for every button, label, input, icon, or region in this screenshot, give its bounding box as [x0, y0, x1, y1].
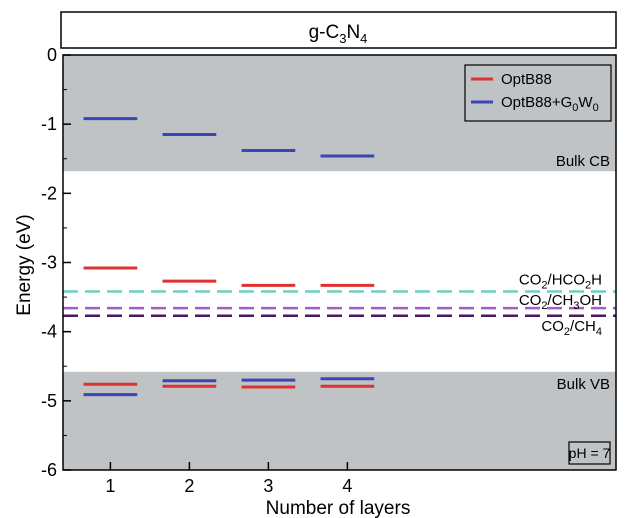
- title-box: g-C3N4: [60, 11, 617, 49]
- x-axis-label: Number of layers: [266, 498, 411, 518]
- y-tick-label: -2: [41, 183, 57, 203]
- chart-title: g-C3N4: [309, 22, 368, 46]
- legend-box: [464, 64, 612, 122]
- band-label: Bulk VB: [557, 376, 610, 393]
- band-bulk-vb: [63, 371, 616, 470]
- y-tick-label: -1: [41, 114, 57, 134]
- legend: OptB88 OptB88+G0W0: [464, 64, 612, 122]
- y-axis-label: Energy (eV): [14, 214, 35, 315]
- legend-label: OptB88: [501, 71, 552, 88]
- reference-label: CO2/CH4: [541, 318, 602, 338]
- reference-label: CO2/CH3OH: [519, 292, 602, 312]
- legend-label: OptB88+G0W0: [501, 94, 599, 114]
- ph-annotation: pH = 7: [568, 441, 611, 465]
- y-tick-label: -6: [41, 460, 57, 480]
- reference-label: CO2/HCO2H: [519, 272, 602, 292]
- x-tick-label: 4: [342, 476, 352, 496]
- band-bulk-cb: [63, 55, 616, 172]
- ph-label: pH = 7: [569, 445, 611, 461]
- y-tick-label: 0: [47, 45, 57, 65]
- y-tick-label: -3: [41, 253, 57, 273]
- x-tick-label: 2: [184, 476, 194, 496]
- ph-box: [568, 441, 611, 465]
- band-label: Bulk CB: [556, 153, 610, 170]
- y-tick-label: -4: [41, 322, 57, 342]
- x-tick-label: 3: [263, 476, 273, 496]
- y-tick-label: -5: [41, 391, 57, 411]
- x-tick-label: 1: [105, 476, 115, 496]
- title-box-border: [60, 11, 617, 49]
